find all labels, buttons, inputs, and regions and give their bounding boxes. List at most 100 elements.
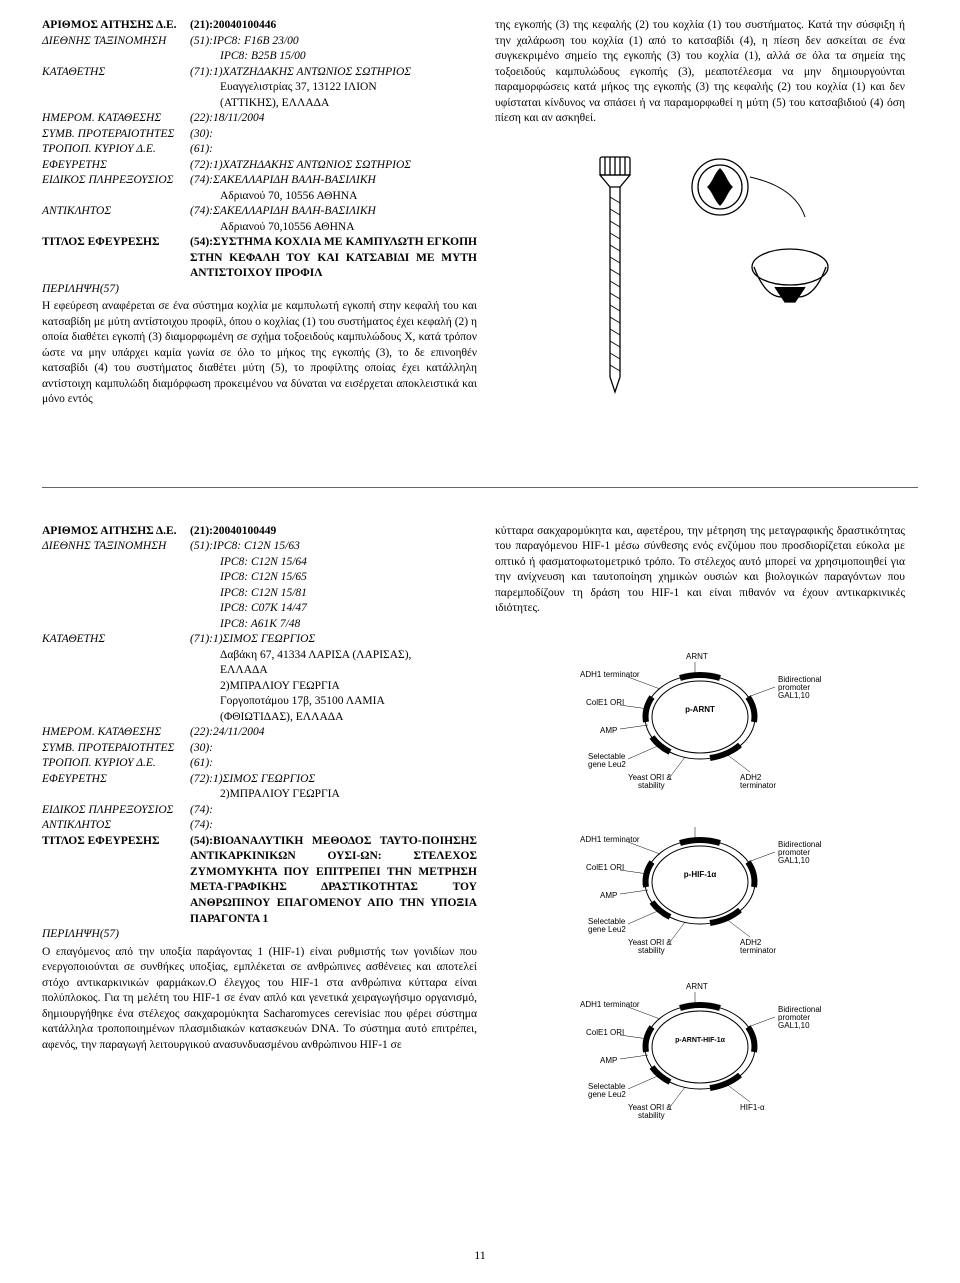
mod-label: ΤΡΟΠΟΠ. ΚΥΡΙΟΥ Δ.Ε.	[42, 756, 190, 772]
svg-text:ADH1 terminator: ADH1 terminator	[580, 670, 640, 679]
date-value: (22):24/11/2004	[190, 725, 477, 741]
applicant-value: (71):1)ΧΑΤΖΗΔΑΚΗΣ ΑΝΤΩΝΙΟΣ ΣΩΤΗΡΙΟΣ	[190, 65, 477, 81]
entry2-fields: ΑΡΙΘΜΟΣ ΑΙΤΗΣΗΣ Δ.Ε.(21):20040100449 ΔΙΕ…	[42, 524, 477, 927]
plasmid-label: p-HIF-1α	[684, 870, 717, 879]
priority-label: ΣΥΜΒ. ΠΡΟΤΕΡΑΙΟΤΗΤΕΣ	[42, 741, 190, 757]
priority-label: ΣΥΜΒ. ΠΡΟΤΕΡΑΙΟΤΗΤΕΣ	[42, 127, 190, 143]
svg-text:terminator: terminator	[740, 946, 776, 955]
abstract-text: Η εφεύρεση αναφέρεται σε ένα σύστημα κοχ…	[42, 299, 477, 408]
patent-entry-1: ΑΡΙΘΜΟΣ ΑΙΤΗΣΗΣ Δ.Ε.(21):20040100446 ΔΙΕ…	[42, 18, 918, 417]
priority-value: (30):	[190, 741, 477, 757]
agent-label: ΕΙΔΙΚΟΣ ΠΛΗΡΕΞΟΥΣΙΟΣ	[42, 803, 190, 819]
abstract-label: ΠΕΡΙΛΗΨΗ(57)	[42, 282, 477, 298]
date-label: ΗΜΕΡΟΜ. ΚΑΤΑΘΕΣΗΣ	[42, 111, 190, 127]
title-value: (54):ΣΥΣΤΗΜΑ ΚΟΧΛΙΑ ΜΕ ΚΑΜΠΥΛΩΤΗ ΕΓΚΟΠΗ …	[190, 235, 477, 282]
inventor-v2: 2)ΜΠΡΑΛΙΟΥ ΓΕΩΡΓΙΑ	[190, 787, 477, 803]
svg-text:ADH1 terminator: ADH1 terminator	[580, 1000, 640, 1009]
applicant-v2: Δαβάκη 67, 41334 ΛΑΡΙΣΑ (ΛΑΡΙΣΑΣ),	[190, 648, 477, 664]
intlcls-value: (51):IPC8: F16B 23/00	[190, 34, 477, 50]
svg-text:GAL1,10: GAL1,10	[778, 1021, 810, 1030]
corr-value1: (74):ΣΑΚΕΛΛΑΡΙΔΗ ΒΑΛΗ-ΒΑΣΙΛΙΚΗ	[190, 204, 477, 220]
applicant-label: ΚΑΤΑΘΕΤΗΣ	[42, 632, 190, 648]
svg-text:ARNT: ARNT	[686, 652, 708, 661]
svg-text:HIF1-α: HIF1-α	[740, 1103, 765, 1112]
applicant-v3: ΕΛΛΑΔΑ	[190, 663, 477, 679]
svg-text:gene Leu2: gene Leu2	[588, 1090, 626, 1099]
plasmid-label: p-ARNT-HIF-1α	[675, 1037, 725, 1044]
svg-text:stability: stability	[638, 781, 665, 790]
date-label: ΗΜΕΡΟΜ. ΚΑΤΑΘΕΣΗΣ	[42, 725, 190, 741]
svg-text:ARNT: ARNT	[686, 982, 708, 991]
agent-value1: (74):ΣΑΚΕΛΛΑΡΙΔΗ ΒΑΛΗ-ΒΑΣΙΛΙΚΗ	[190, 173, 477, 189]
figure-plasmid: ARNT p-ARNT ADH1 terminator ColE1 ORI AM…	[495, 637, 905, 1127]
agent-label: ΕΙΔΙΚΟΣ ΠΛΗΡΕΞΟΥΣΙΟΣ	[42, 173, 190, 189]
agent-value2: Αδριανού 70, 10556 ΑΘΗΝΑ	[190, 189, 477, 205]
mod-value: (61):	[190, 142, 477, 158]
title-label: ΤΙΤΛΟΣ ΕΦΕΥΡΕΣΗΣ	[42, 235, 190, 282]
svg-text:GAL1,10: GAL1,10	[778, 691, 810, 700]
intlcls-value4: IPC8: C12N 15/81	[190, 586, 477, 602]
svg-text:stability: stability	[638, 1111, 665, 1120]
mod-label: ΤΡΟΠΟΠ. ΚΥΡΙΟΥ Δ.Ε.	[42, 142, 190, 158]
entry1-right: της εγκοπής (3) της κεφαλής (2) του κοχλ…	[495, 18, 905, 417]
app-no-label: ΑΡΙΘΜΟΣ ΑΙΤΗΣΗΣ Δ.Ε.	[42, 524, 190, 540]
svg-text:GAL1,10: GAL1,10	[778, 856, 810, 865]
intlcls-label: ΔΙΕΘΝΗΣ ΤΑΞΙΝΟΜΗΣΗ	[42, 539, 190, 555]
app-no-value: (21):20040100446	[190, 18, 477, 34]
title-label: ΤΙΤΛΟΣ ΕΦΕΥΡΕΣΗΣ	[42, 834, 190, 927]
intlcls-label: ΔΙΕΘΝΗΣ ΤΑΞΙΝΟΜΗΣΗ	[42, 34, 190, 50]
svg-text:AMP: AMP	[600, 726, 617, 735]
app-no-value: (21):20040100449	[190, 524, 477, 540]
svg-text:gene Leu2: gene Leu2	[588, 925, 626, 934]
applicant-v6: (ΦΘΙΩΤΙΔΑΣ), ΕΛΛΑΔΑ	[190, 710, 477, 726]
applicant-v5: Γοργοποτάμου 17β, 35100 ΛΑΜΙΑ	[190, 694, 477, 710]
inventor-label: ΕΦΕΥΡΕΤΗΣ	[42, 158, 190, 174]
figure-screw	[495, 147, 905, 417]
svg-text:AMP: AMP	[600, 1056, 617, 1065]
applicant-value: (71):1)ΣΙΜΟΣ ΓΕΩΡΓΙΟΣ	[190, 632, 477, 648]
svg-text:terminator: terminator	[740, 781, 776, 790]
abstract-continued: κύτταρα σακχαρομύκητα και, αφετέρου, την…	[495, 524, 905, 617]
applicant-label: ΚΑΤΑΘΕΤΗΣ	[42, 65, 190, 81]
corr-value2: Αδριανού 70,10556 ΑΘΗΝΑ	[190, 220, 477, 236]
inventor-label: ΕΦΕΥΡΕΤΗΣ	[42, 772, 190, 788]
svg-text:AMP: AMP	[600, 891, 617, 900]
intlcls-value5: IPC8: C07K 14/47	[190, 601, 477, 617]
corr-label: ΑΝΤΙΚΛΗΤΟΣ	[42, 818, 190, 834]
abstract-label: ΠΕΡΙΛΗΨΗ(57)	[42, 927, 477, 943]
applicant-value2: Ευαγγελιστρίας 37, 13122 ΙΛΙΟΝ	[190, 80, 477, 96]
svg-text:ColE1 ORI: ColE1 ORI	[586, 698, 624, 707]
svg-text:ADH1 terminator: ADH1 terminator	[580, 835, 640, 844]
intlcls-value: (51):IPC8: C12N 15/63	[190, 539, 477, 555]
inventor-v1: (72):1)ΣΙΜΟΣ ΓΕΩΡΓΙΟΣ	[190, 772, 477, 788]
agent-value: (74):	[190, 803, 477, 819]
intlcls-value3: IPC8: C12N 15/65	[190, 570, 477, 586]
plasmid-label: p-ARNT	[685, 705, 715, 714]
intlcls-value2: IPC8: C12N 15/64	[190, 555, 477, 571]
title-value: (54):ΒΙΟΑΝΑΛΥΤΙΚΗ ΜΕΘΟΔΟΣ ΤΑΥΤΟ-ΠΟΙΗΣΗΣ …	[190, 834, 477, 927]
svg-text:ColE1 ORI: ColE1 ORI	[586, 1028, 624, 1037]
entry2-right: κύτταρα σακχαρομύκητα και, αφετέρου, την…	[495, 524, 905, 1127]
svg-text:stability: stability	[638, 946, 665, 955]
abstract-text: Ο επαγόμενος από την υποξία παράγοντας 1…	[42, 945, 477, 1054]
applicant-v4: 2)ΜΠΡΑΛΙΟΥ ΓΕΩΡΓΙΑ	[190, 679, 477, 695]
applicant-value3: (ΑΤΤΙΚΗΣ), ΕΛΛΑΔΑ	[190, 96, 477, 112]
divider	[42, 487, 918, 488]
inventor-value: (72):1)ΧΑΤΖΗΔΑΚΗΣ ΑΝΤΩΝΙΟΣ ΣΩΤΗΡΙΟΣ	[190, 158, 477, 174]
priority-value: (30):	[190, 127, 477, 143]
mod-value: (61):	[190, 756, 477, 772]
svg-text:ColE1 ORI: ColE1 ORI	[586, 863, 624, 872]
date-value: (22):18/11/2004	[190, 111, 477, 127]
entry1-left: ΑΡΙΘΜΟΣ ΑΙΤΗΣΗΣ Δ.Ε.(21):20040100446 ΔΙΕ…	[42, 18, 477, 417]
intlcls-value6: IPC8: A61K 7/48	[190, 617, 477, 633]
patent-entry-2: ΑΡΙΘΜΟΣ ΑΙΤΗΣΗΣ Δ.Ε.(21):20040100449 ΔΙΕ…	[42, 524, 918, 1127]
entry1-fields: ΑΡΙΘΜΟΣ ΑΙΤΗΣΗΣ Δ.Ε.(21):20040100446 ΔΙΕ…	[42, 18, 477, 282]
page-number: 11	[0, 1247, 960, 1263]
svg-text:gene Leu2: gene Leu2	[588, 760, 626, 769]
corr-value: (74):	[190, 818, 477, 834]
corr-label: ΑΝΤΙΚΛΗΤΟΣ	[42, 204, 190, 220]
intlcls-value2: IPC8: B25B 15/00	[190, 49, 477, 65]
entry2-left: ΑΡΙΘΜΟΣ ΑΙΤΗΣΗΣ Δ.Ε.(21):20040100449 ΔΙΕ…	[42, 524, 477, 1127]
app-no-label: ΑΡΙΘΜΟΣ ΑΙΤΗΣΗΣ Δ.Ε.	[42, 18, 190, 34]
abstract-continued: της εγκοπής (3) της κεφαλής (2) του κοχλ…	[495, 18, 905, 127]
